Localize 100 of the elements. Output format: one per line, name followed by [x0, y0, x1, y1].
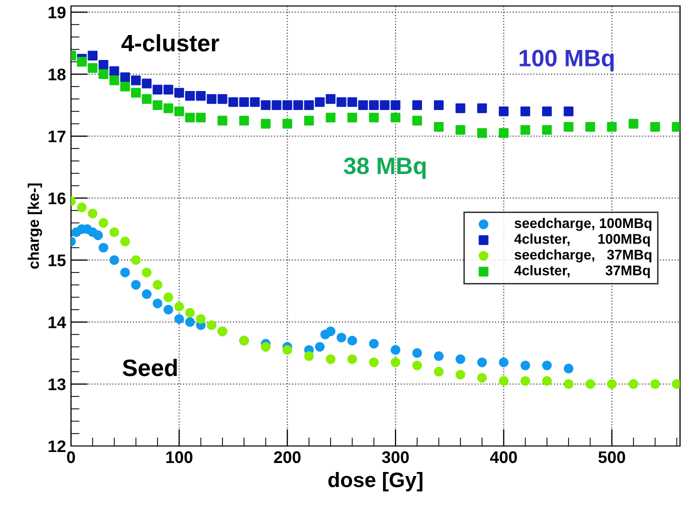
point	[109, 255, 120, 265]
point	[412, 348, 422, 358]
point	[185, 308, 195, 318]
point	[260, 118, 271, 129]
point	[131, 255, 141, 265]
point	[163, 292, 174, 302]
legend-label: 4cluster, 100MBq	[514, 234, 650, 247]
y-tick-label: 18	[48, 68, 66, 80]
point	[131, 280, 141, 290]
point	[314, 97, 325, 107]
point	[456, 370, 466, 380]
point	[76, 56, 87, 67]
point	[456, 125, 466, 135]
point	[185, 90, 195, 101]
point	[456, 103, 466, 114]
point	[120, 72, 130, 82]
annotation: 4-cluster	[121, 34, 220, 52]
point	[196, 314, 206, 324]
point	[347, 97, 358, 107]
point	[120, 268, 130, 278]
point	[142, 78, 152, 88]
point	[628, 118, 638, 129]
point	[347, 336, 358, 346]
point	[120, 82, 130, 92]
point	[498, 128, 509, 138]
point	[282, 118, 292, 129]
point	[520, 125, 530, 135]
point	[434, 351, 444, 361]
y-tick-label: 15	[48, 254, 66, 266]
point	[672, 122, 680, 132]
point	[380, 100, 390, 110]
point	[336, 332, 346, 342]
point	[564, 106, 574, 116]
point	[282, 345, 292, 355]
point	[163, 84, 174, 95]
y-tick-label: 12	[48, 440, 66, 452]
point	[174, 302, 184, 312]
point	[326, 94, 336, 104]
point	[88, 208, 98, 218]
annotation: Seed	[122, 358, 177, 376]
point	[347, 354, 358, 364]
point	[142, 289, 152, 300]
point	[163, 103, 174, 114]
point	[174, 106, 184, 116]
point	[498, 357, 509, 368]
point	[585, 379, 596, 389]
point	[412, 100, 422, 110]
point	[434, 366, 444, 376]
legend-label: seedcharge, 100MBq	[514, 218, 652, 231]
point	[88, 50, 98, 60]
x-tick-label: 100	[166, 451, 192, 464]
point	[239, 97, 249, 107]
point	[185, 317, 195, 327]
point	[109, 66, 120, 76]
point	[336, 97, 346, 107]
point	[412, 116, 422, 126]
point	[152, 100, 162, 110]
point	[390, 100, 400, 110]
point	[131, 76, 141, 86]
point	[542, 125, 552, 135]
point	[304, 116, 314, 126]
y-tick-label: 14	[48, 316, 66, 328]
legend-label: seedcharge, 37MBq	[514, 249, 652, 262]
point	[477, 372, 487, 383]
x-tick-label: 0	[67, 451, 75, 464]
point	[606, 379, 617, 389]
point	[272, 100, 282, 110]
point	[152, 298, 162, 308]
point	[369, 338, 379, 349]
point	[76, 202, 87, 212]
point	[228, 97, 238, 107]
point	[347, 112, 358, 122]
point	[542, 106, 552, 116]
point	[672, 379, 680, 389]
point	[293, 100, 304, 110]
point	[628, 379, 638, 389]
point	[98, 60, 108, 70]
point	[477, 103, 487, 114]
point	[326, 112, 336, 122]
point	[282, 100, 292, 110]
y-tick-label: 17	[48, 130, 66, 142]
point	[585, 122, 596, 132]
point	[650, 122, 660, 132]
point	[542, 360, 552, 370]
point	[456, 354, 466, 364]
point	[498, 376, 509, 386]
annotation: 100 MBq	[520, 50, 614, 72]
point	[218, 94, 228, 104]
point	[93, 230, 103, 240]
legend-label: 4cluster, 37MBq	[514, 265, 650, 278]
point	[206, 320, 216, 330]
point	[477, 128, 487, 138]
point	[250, 97, 260, 107]
point	[304, 351, 314, 361]
point	[174, 314, 184, 324]
point	[369, 112, 379, 122]
point	[109, 76, 120, 86]
point	[304, 100, 314, 110]
x-tick-label: 300	[382, 451, 409, 464]
point	[564, 379, 574, 389]
